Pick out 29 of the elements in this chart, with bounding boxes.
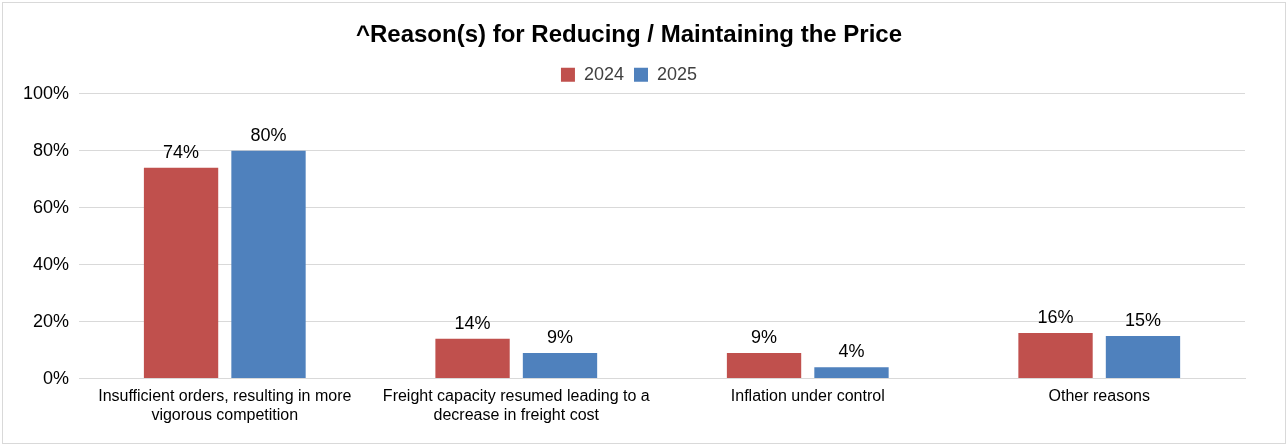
bar [814, 367, 889, 379]
data-label: 4% [838, 341, 865, 362]
y-tick-label: 80% [33, 139, 70, 160]
data-label: 74% [163, 141, 200, 162]
data-label: 16% [1037, 307, 1074, 327]
y-tick-label: 60% [33, 196, 70, 217]
y-tick-label: 40% [33, 253, 70, 274]
bar [231, 150, 306, 379]
chart-title: ^Reason(s) for Reducing / Maintaining the Price [355, 20, 903, 48]
x-tick-label: Inflation under control [730, 386, 885, 404]
x-tick-label: Freight capacity resumed leading to a decrease in freight cost [382, 386, 650, 423]
x-tick-label: Insufficient orders, resulting in more vigorous competition [98, 386, 352, 423]
y-tick-label: 20% [33, 310, 70, 331]
bar [1105, 335, 1181, 379]
bar [522, 352, 598, 379]
data-label: 9% [546, 326, 573, 347]
data-label: 14% [454, 312, 491, 333]
data-label: 80% [250, 124, 287, 145]
bar [726, 352, 802, 379]
y-tick-label: 0% [43, 367, 70, 388]
bar [143, 167, 219, 379]
legend-label: 2024 [583, 63, 624, 84]
bar [435, 338, 510, 379]
data-label: 9% [751, 326, 778, 347]
legend-label: 2025 [657, 63, 698, 84]
y-tick-label: 100% [22, 82, 70, 103]
data-label: 15% [1124, 309, 1161, 330]
bar [1018, 333, 1093, 379]
x-tick-label: Other reasons [1048, 386, 1150, 404]
